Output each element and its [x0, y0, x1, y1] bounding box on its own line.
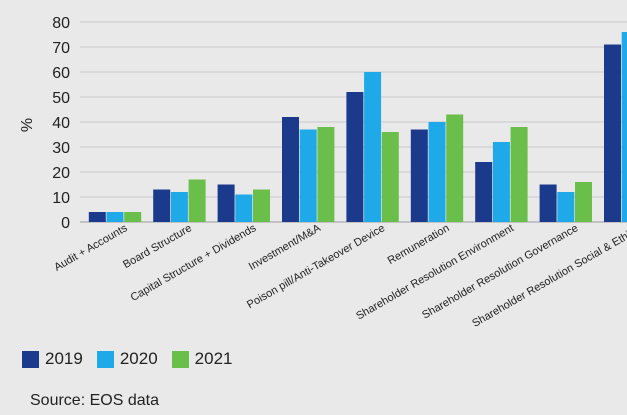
source-note: Source: EOS data — [30, 392, 159, 409]
bar-2021 — [188, 179, 206, 222]
bar-2019 — [282, 117, 299, 222]
x-tick-label: Capital Structure + Dividends — [129, 222, 259, 304]
bar-2021 — [575, 182, 592, 222]
bar-2019 — [604, 44, 621, 222]
bar-2021 — [253, 189, 270, 222]
legend-swatch-2020 — [96, 350, 114, 368]
y-tick-label: 80 — [52, 15, 70, 32]
bar-2020 — [492, 142, 510, 222]
bar-2020 — [106, 212, 124, 222]
bar-2020 — [428, 122, 446, 222]
y-tick-label: 70 — [52, 40, 70, 57]
legend-item-2020: 2020 — [96, 349, 158, 369]
legend-swatch-2021 — [171, 350, 189, 368]
bar-2021 — [510, 127, 528, 222]
bar-2021 — [317, 127, 335, 222]
y-tick-label: 30 — [52, 140, 70, 157]
bar-2020 — [557, 192, 575, 222]
legend-label-2021: 2021 — [194, 349, 233, 368]
y-tick-label: 40 — [52, 115, 70, 132]
legend: 2019 2020 2021 — [22, 349, 246, 369]
legend-swatch-2019 — [22, 350, 39, 368]
bar-2019 — [88, 212, 106, 222]
bar-2019 — [153, 189, 171, 222]
y-axis-label: % — [19, 118, 36, 132]
bar-2021 — [446, 114, 464, 222]
legend-item-2019: 2019 — [22, 349, 83, 369]
bar-2021 — [381, 132, 399, 222]
legend-item-2021: 2021 — [171, 349, 233, 369]
bar-2020 — [299, 129, 317, 222]
y-tick-label: 60 — [52, 65, 70, 82]
bar-2019 — [217, 184, 235, 222]
legend-label-2019: 2019 — [45, 349, 83, 368]
bar-2019 — [539, 184, 557, 222]
y-tick-label: 50 — [52, 90, 70, 107]
x-tick-label: Remuneration — [386, 222, 452, 267]
bar-2019 — [475, 162, 493, 222]
bar-chart: 0 10 20 30 40 50 60 70 80 % Audit + AccountsBoar… — [19, 15, 627, 330]
y-tick-label: 0 — [61, 215, 70, 232]
y-axis-ticks: 0 10 20 30 40 50 60 70 80 — [52, 15, 70, 232]
bar-2020 — [170, 192, 188, 222]
bar-2021 — [124, 212, 142, 222]
y-tick-label: 10 — [52, 190, 70, 207]
legend-label-2020: 2020 — [119, 349, 158, 368]
bar-2020 — [235, 194, 253, 222]
bar-2020 — [621, 32, 627, 222]
bar-2020 — [364, 72, 382, 222]
bars — [88, 32, 627, 222]
bar-2019 — [346, 92, 364, 222]
y-tick-label: 20 — [52, 165, 70, 182]
bar-2019 — [410, 129, 428, 222]
